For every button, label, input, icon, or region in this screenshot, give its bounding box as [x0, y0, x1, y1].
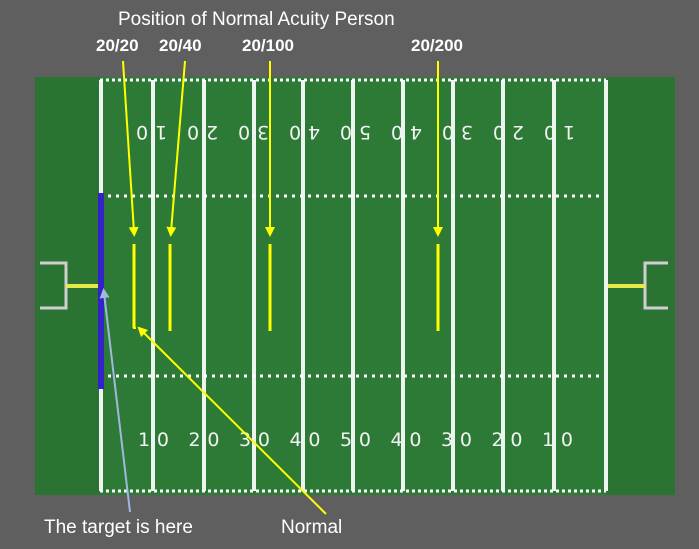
normal-bracket [133, 246, 136, 329]
target-pointer-arrow [99, 288, 131, 513]
hash-marks [108, 194, 600, 378]
acuity-label-20-200: 20/200 [411, 36, 463, 55]
goal-post-right [608, 261, 668, 310]
normal-label: Normal [281, 517, 343, 538]
target-bar [98, 193, 104, 389]
acuity-pointer-arrows [122, 60, 443, 515]
pointer-arrow-20-40 [166, 60, 186, 237]
yard-lines [99, 80, 608, 491]
diagram-title: Position of Normal Acuity Person [118, 9, 395, 30]
acuity-label-20-100: 20/100 [242, 36, 294, 55]
acuity-label-20-40: 20/40 [159, 36, 202, 55]
goal-post-left [40, 261, 99, 310]
target-label: The target is here [44, 517, 193, 538]
pointer-arrow-20-20 [122, 60, 139, 237]
acuity-label-20-20: 20/20 [96, 36, 139, 55]
normal-pointer-arrow [137, 326, 327, 515]
